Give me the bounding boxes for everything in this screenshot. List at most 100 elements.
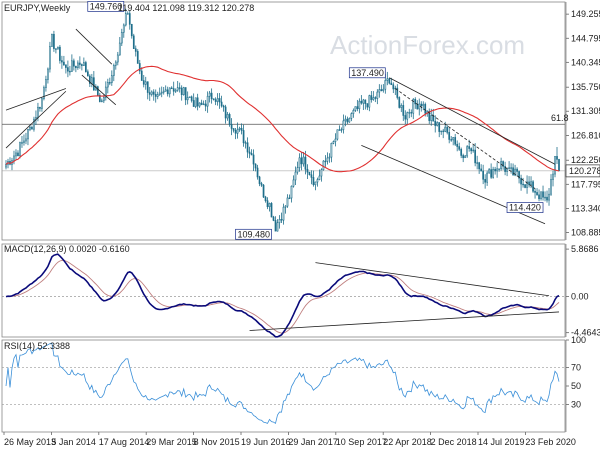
candle-body [298, 157, 301, 169]
candle [488, 167, 490, 174]
candle-body [216, 98, 219, 102]
candle [142, 75, 145, 88]
candle-body [274, 220, 277, 232]
candle [420, 101, 423, 112]
candle [172, 81, 175, 96]
candle-body [534, 190, 536, 193]
candle-body [316, 179, 319, 183]
candle-body [310, 174, 313, 178]
candle-body [184, 87, 187, 101]
price-tick-label: 113.340 [571, 203, 600, 213]
candle-body [478, 162, 480, 170]
candle [322, 160, 325, 171]
candle-body [92, 77, 95, 91]
candle [198, 102, 201, 108]
candle [482, 164, 484, 185]
candle [130, 23, 133, 39]
candle-body [334, 138, 337, 142]
candle [120, 28, 123, 47]
ohlc-label: 119.404 121.098 119.312 120.278 [118, 3, 254, 13]
candle [558, 158, 560, 172]
candle [230, 118, 233, 136]
price-annotation-box [348, 67, 386, 79]
candle [336, 129, 339, 141]
candle-body [510, 167, 512, 169]
candle-body [23, 140, 25, 143]
candle [528, 176, 530, 188]
candle-body [79, 62, 81, 65]
price-tick-label: 126.810 [571, 131, 600, 141]
candle [524, 184, 526, 189]
candle [248, 146, 251, 159]
price-tick-label: 131.305 [571, 106, 600, 116]
candle-body [400, 105, 403, 108]
candle-body [228, 114, 231, 125]
candle-body [242, 130, 245, 144]
candle-body [294, 171, 297, 181]
candle [274, 216, 277, 232]
candle [440, 130, 443, 135]
candle-body [314, 181, 317, 186]
candle-body [338, 129, 341, 131]
candle [352, 108, 355, 118]
candle [49, 41, 51, 73]
candle [222, 104, 225, 112]
rsi-tick-label: 30 [571, 399, 581, 409]
candle [310, 170, 313, 185]
candle [100, 98, 103, 103]
x-tick-label: 29 Jan 2017 [288, 437, 338, 447]
x-tick-label: 10 Sep 2017 [336, 437, 387, 447]
x-tick-label: 17 Aug 2014 [99, 437, 150, 447]
candle-body [300, 157, 303, 165]
candle-body [552, 173, 554, 180]
candle [532, 180, 534, 193]
candle [43, 85, 45, 101]
candle-body [340, 129, 343, 131]
x-tick-label: 29 Mar 2015 [146, 437, 197, 447]
candle [478, 161, 480, 174]
candle [328, 153, 331, 163]
candle [398, 96, 401, 109]
candle-body [116, 54, 119, 63]
candle [492, 166, 494, 179]
candle-body [360, 100, 363, 104]
candle-body [73, 60, 75, 67]
candle [344, 115, 347, 127]
candle [446, 124, 449, 135]
candle [314, 181, 317, 191]
candle [21, 135, 23, 148]
candle [366, 103, 369, 111]
macd-trendline-upper [315, 262, 550, 297]
candle-body [254, 163, 257, 169]
candle-body [200, 102, 203, 105]
candle-body [398, 97, 401, 108]
candle-body [238, 127, 241, 130]
price-tick-label: 149.255 [571, 9, 600, 19]
channel-mid [395, 88, 536, 189]
candle-body [402, 105, 405, 116]
candle [266, 197, 269, 210]
candle [434, 115, 437, 133]
candle [408, 108, 411, 119]
candle-body [152, 91, 155, 95]
candle [388, 77, 391, 85]
candle [540, 191, 542, 201]
candle-body [17, 152, 19, 157]
candle [98, 92, 101, 103]
macd-title: MACD(12,26,9) 0.0020 -0.6160 [4, 244, 130, 254]
candle-body [436, 122, 439, 126]
candle-body [140, 70, 143, 81]
candle-body [194, 97, 197, 107]
candle-body [474, 149, 477, 164]
candle [378, 84, 381, 98]
candle-body [29, 126, 31, 130]
candle [442, 128, 445, 139]
candle [552, 170, 554, 187]
candle-body [43, 87, 45, 99]
candle-body [540, 191, 542, 200]
channel-flag-lower [81, 74, 117, 106]
candle [75, 65, 77, 73]
candle-body [410, 112, 413, 114]
candle [280, 212, 283, 223]
candle-body [168, 87, 171, 95]
